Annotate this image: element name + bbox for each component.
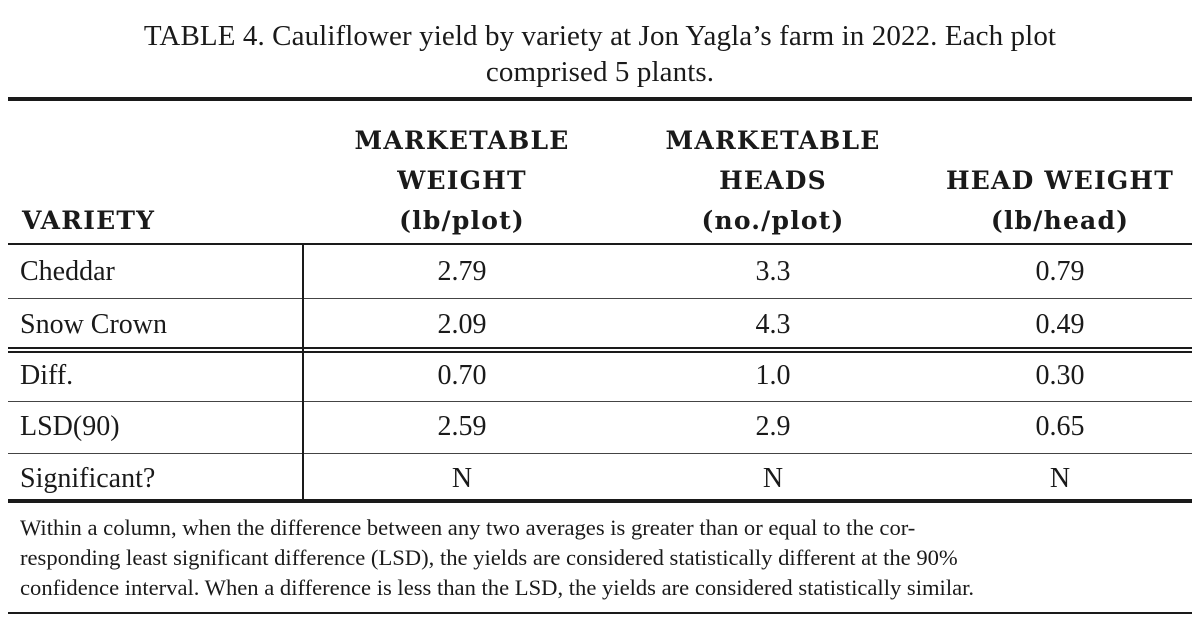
header-line: WEIGHT (397, 166, 527, 195)
header-head-weight: HEAD WEIGHT (lb/head) (928, 161, 1192, 241)
header-line: (lb/head) (990, 206, 1130, 235)
double-rule-upper (8, 347, 1192, 349)
header-variety-line: VARIETY (22, 206, 156, 235)
header-variety: VARIETY (22, 201, 155, 241)
row-label-snow-crown: Snow Crown (20, 309, 168, 340)
table-cell: 0.65 (1035, 411, 1085, 442)
table-cell: 2.9 (755, 411, 791, 442)
caption-line-1: TABLE 4. Cauliflower yield by variety at… (143, 20, 1057, 52)
caption-line-2: comprised 5 plants. (485, 56, 715, 88)
row-divider (8, 401, 1192, 402)
table-cell: 0.70 (437, 360, 487, 391)
footnote-line-2: responding least significant difference … (20, 545, 958, 570)
footnote-bottom-rule (8, 612, 1192, 614)
footnote-line-3: confidence interval. When a difference i… (20, 575, 975, 600)
header-line: (no./plot) (701, 206, 845, 235)
table-cell: 1.0 (755, 360, 791, 391)
table-cell: N (762, 463, 784, 494)
header-line: MARKETABLE (354, 126, 570, 155)
double-rule-lower (8, 351, 1192, 353)
table-cell: 4.3 (755, 309, 791, 340)
table-bottom-rule (8, 499, 1192, 503)
table-caption: TABLE 4. Cauliflower yield by variety at… (8, 18, 1192, 90)
row-divider (8, 453, 1192, 454)
table-cell: 2.09 (437, 309, 487, 340)
table-cell: 2.59 (437, 411, 487, 442)
row-divider (8, 298, 1192, 299)
row-label-diff: Diff. (20, 360, 74, 391)
table-cell: 0.79 (1035, 256, 1085, 287)
table-cell: N (451, 463, 473, 494)
footnote-line-1: Within a column, when the difference bet… (20, 515, 916, 540)
table-footnote: Within a column, when the difference bet… (20, 513, 1190, 603)
header-line: HEAD WEIGHT (945, 166, 1175, 195)
header-line: MARKETABLE (665, 126, 881, 155)
header-line: (lb/plot) (399, 206, 525, 235)
header-marketable-heads: MARKETABLE HEADS (no./plot) (621, 121, 925, 241)
header-line: HEADS (719, 166, 827, 195)
label-column-divider (302, 245, 304, 499)
table-cell: 2.79 (437, 256, 487, 287)
table-cell: 0.30 (1035, 360, 1085, 391)
row-label-lsd: LSD(90) (20, 411, 120, 442)
header-rule (8, 243, 1192, 245)
row-label-significant: Significant? (20, 463, 156, 494)
table-cell: N (1049, 463, 1071, 494)
table-cell: 0.49 (1035, 309, 1085, 340)
row-label-cheddar: Cheddar (20, 256, 115, 287)
header-marketable-weight: MARKETABLE WEIGHT (lb/plot) (310, 121, 614, 241)
table-top-rule (8, 97, 1192, 101)
document-page: TABLE 4. Cauliflower yield by variety at… (8, 0, 1192, 620)
table-cell: 3.3 (755, 256, 791, 287)
